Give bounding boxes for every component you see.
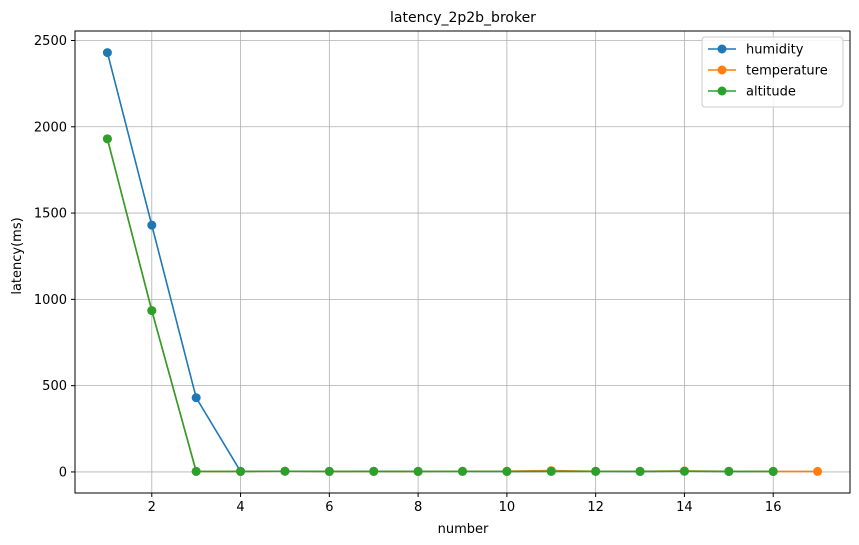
legend-marker (717, 65, 727, 75)
axes: 2 4 6 8 10 12 14 16 0 500 1000 1500 2000 2500 (34, 34, 782, 515)
series-line-temperature (106, 138, 818, 473)
data-point-humidity (102, 48, 112, 58)
data-point-altitude (102, 134, 112, 144)
data-point-altitude (724, 466, 734, 476)
series-layer (102, 48, 823, 476)
data-point-altitude (280, 466, 290, 476)
data-point-altitude (546, 466, 556, 476)
series-temperature (102, 134, 823, 476)
x-tick-label: 2 (148, 500, 156, 515)
data-point-altitude (635, 466, 645, 476)
legend-label: humidity (746, 43, 804, 58)
data-point-altitude (369, 466, 379, 476)
y-tick-label: 1000 (34, 293, 67, 308)
legend-label: altitude (746, 85, 796, 100)
x-tick-label: 10 (499, 500, 516, 515)
y-tick-label: 2000 (34, 120, 67, 135)
data-point-altitude (679, 466, 689, 476)
x-axis-title: number (438, 522, 489, 537)
x-tick-label: 16 (765, 500, 782, 515)
series-line-altitude (106, 138, 774, 473)
x-tick-label: 8 (414, 500, 422, 515)
y-tick-label: 500 (42, 379, 67, 394)
series-line-humidity (106, 52, 774, 473)
y-tick-label: 0 (59, 465, 67, 480)
y-tick-label: 1500 (34, 207, 67, 222)
legend-marker (717, 86, 727, 96)
series-altitude (102, 134, 778, 476)
data-point-altitude (324, 466, 334, 476)
legend-item-humidity: humidity (708, 43, 804, 58)
data-point-altitude (502, 466, 512, 476)
legend-marker (717, 44, 727, 54)
data-point-altitude (147, 306, 157, 316)
series-humidity (102, 48, 778, 476)
legend-item-altitude: altitude (708, 85, 796, 100)
data-point-altitude (458, 466, 467, 476)
data-point-altitude (768, 466, 778, 476)
data-point-altitude (413, 466, 423, 476)
plot-frame (74, 30, 851, 494)
x-tick-label: 6 (325, 500, 333, 515)
x-tick-label: 12 (587, 500, 604, 515)
data-point-altitude (591, 466, 601, 476)
y-tick-label: 2500 (34, 34, 67, 49)
y-axis-title: latency(ms) (10, 217, 25, 294)
data-point-altitude (236, 466, 246, 476)
chart-title: latency_2p2b_broker (390, 10, 536, 26)
data-point-temperature (813, 466, 823, 476)
legend-box (701, 36, 844, 108)
legend: humidity temperature altitude (701, 36, 844, 108)
data-point-humidity (147, 220, 157, 230)
legend-label: temperature (746, 64, 828, 79)
x-tick-label: 4 (236, 500, 244, 515)
data-point-humidity (191, 393, 201, 403)
data-point-altitude (191, 466, 201, 476)
x-tick-label: 14 (676, 500, 693, 515)
legend-item-temperature: temperature (708, 64, 828, 79)
